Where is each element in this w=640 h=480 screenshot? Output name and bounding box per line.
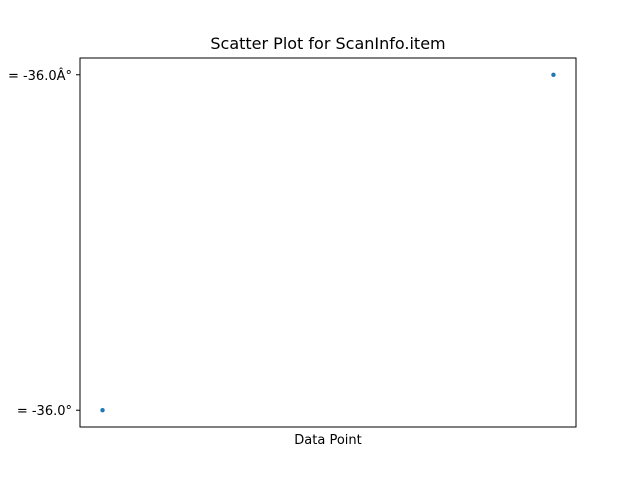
- y-axis-ticks: = -36.0° = -36.0Â°: [8, 68, 80, 419]
- plot-area: [79, 57, 577, 428]
- data-point: [551, 72, 556, 77]
- data-point: [100, 408, 105, 413]
- chart-title: Scatter Plot for ScanInfo.item: [210, 34, 445, 53]
- y-tick-label: = -36.0Â°: [8, 68, 72, 84]
- x-axis-label: Data Point: [294, 433, 361, 448]
- y-tick-label: = -36.0°: [17, 404, 72, 419]
- data-points: [100, 72, 556, 413]
